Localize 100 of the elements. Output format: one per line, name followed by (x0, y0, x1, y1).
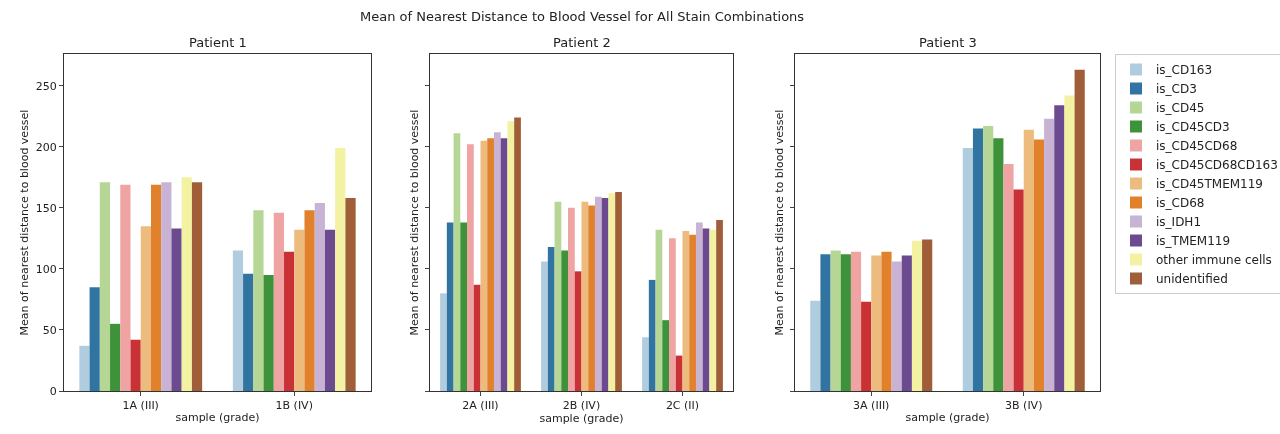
bar (962, 148, 973, 391)
y-tick-label: 0 (49, 384, 57, 398)
bar (284, 251, 295, 391)
bar (150, 184, 162, 391)
legend-label: is_CD45TMEM119 (1156, 177, 1263, 192)
x-tick-label: 2A (III) (462, 399, 499, 413)
legend-label: other immune cells (1156, 253, 1272, 268)
bar (541, 261, 548, 391)
y-tick-label: 100 (35, 262, 57, 276)
bar (662, 320, 670, 391)
x-tick-label: 2B (IV) (562, 399, 601, 413)
legend-label: is_TMEM119 (1156, 234, 1231, 249)
bar (273, 212, 285, 391)
bar (901, 255, 912, 391)
bar (568, 207, 575, 391)
bar (1074, 69, 1085, 391)
bar (911, 240, 923, 391)
bar (1044, 118, 1055, 391)
x-axis-title: sample (grade) (539, 412, 624, 426)
bar (608, 193, 616, 391)
bar (1033, 139, 1045, 391)
y-tick-label: 250 (35, 79, 57, 93)
bar (99, 182, 111, 391)
bar (171, 228, 182, 391)
legend-label: is_CD45CD68CD163 (1156, 158, 1278, 173)
legend-label: is_CD68 (1156, 196, 1205, 211)
legend-label: is_CD45CD3 (1156, 120, 1230, 135)
bar (547, 246, 555, 391)
bar (891, 261, 902, 391)
x-axis-title: sample (grade) (905, 411, 990, 425)
bar (487, 138, 494, 391)
bar (304, 210, 315, 391)
bar (161, 182, 172, 391)
chart-title: Patient 2 (553, 35, 611, 50)
bar (574, 271, 582, 391)
bar (716, 220, 723, 391)
bar (514, 117, 521, 391)
bar (120, 184, 131, 391)
bar (324, 229, 336, 391)
legend-label: unidentified (1156, 272, 1228, 287)
bar (493, 132, 501, 391)
y-tick-label: 200 (35, 140, 57, 154)
text: Mean of Nearest Distance to Blood Vessel for All Stain Combinations (360, 9, 805, 24)
bar (294, 229, 305, 391)
bar (695, 222, 703, 391)
bar (253, 210, 264, 391)
bar (871, 255, 882, 391)
bar (140, 226, 151, 391)
bar (446, 222, 454, 391)
bar (130, 339, 141, 391)
legend-label: is_CD163 (1156, 63, 1213, 78)
bar (181, 177, 192, 391)
bar (810, 300, 821, 391)
bar (1054, 105, 1065, 391)
legend-label: is_CD45 (1156, 101, 1205, 116)
legend-label: is_IDH1 (1156, 215, 1202, 230)
bar (850, 251, 862, 391)
chart-title: Patient 1 (189, 35, 247, 50)
x-tick-label: 1A (III) (122, 399, 159, 413)
bar (243, 273, 254, 391)
x-axis-title: sample (grade) (175, 411, 260, 425)
y-axis-title: Mean of nearest distance to blood vessel (407, 109, 421, 336)
x-tick-label: 1B (IV) (275, 399, 313, 413)
bar (460, 222, 468, 391)
legend-label: is_CD3 (1156, 82, 1197, 97)
bar (473, 284, 481, 391)
y-axis-title: Mean of nearest distance to blood vessel (772, 109, 786, 336)
bar (615, 191, 622, 391)
x-tick-label: 3A (III) (853, 399, 890, 413)
legend-label: is_CD45CD68 (1156, 139, 1238, 154)
y-tick-label: 150 (35, 201, 57, 215)
bar (1064, 95, 1075, 391)
x-tick-label: 2C (II) (665, 399, 700, 413)
bar (440, 293, 447, 391)
bar (861, 301, 872, 391)
bar (110, 323, 121, 391)
chart-title: Patient 3 (919, 35, 977, 50)
bar (507, 121, 515, 391)
bar (594, 196, 602, 391)
bar (561, 250, 569, 391)
bar (1013, 189, 1024, 391)
bar (675, 355, 683, 391)
bar (191, 182, 203, 391)
x-tick-label: 3B (IV) (1005, 399, 1043, 413)
bar (881, 251, 892, 391)
bar (345, 198, 356, 391)
bar (648, 279, 656, 391)
y-tick-label: 50 (42, 323, 57, 337)
bar (642, 337, 649, 391)
bar (840, 254, 851, 391)
bar (689, 234, 696, 391)
bar (983, 126, 994, 391)
bar (263, 275, 274, 391)
bar (830, 250, 841, 391)
y-axis-title: Mean of nearest distance to blood vessel (18, 109, 32, 336)
bar (89, 287, 100, 391)
bar (335, 148, 346, 391)
bar (709, 229, 717, 391)
bar (1023, 129, 1034, 391)
bar (467, 144, 474, 391)
